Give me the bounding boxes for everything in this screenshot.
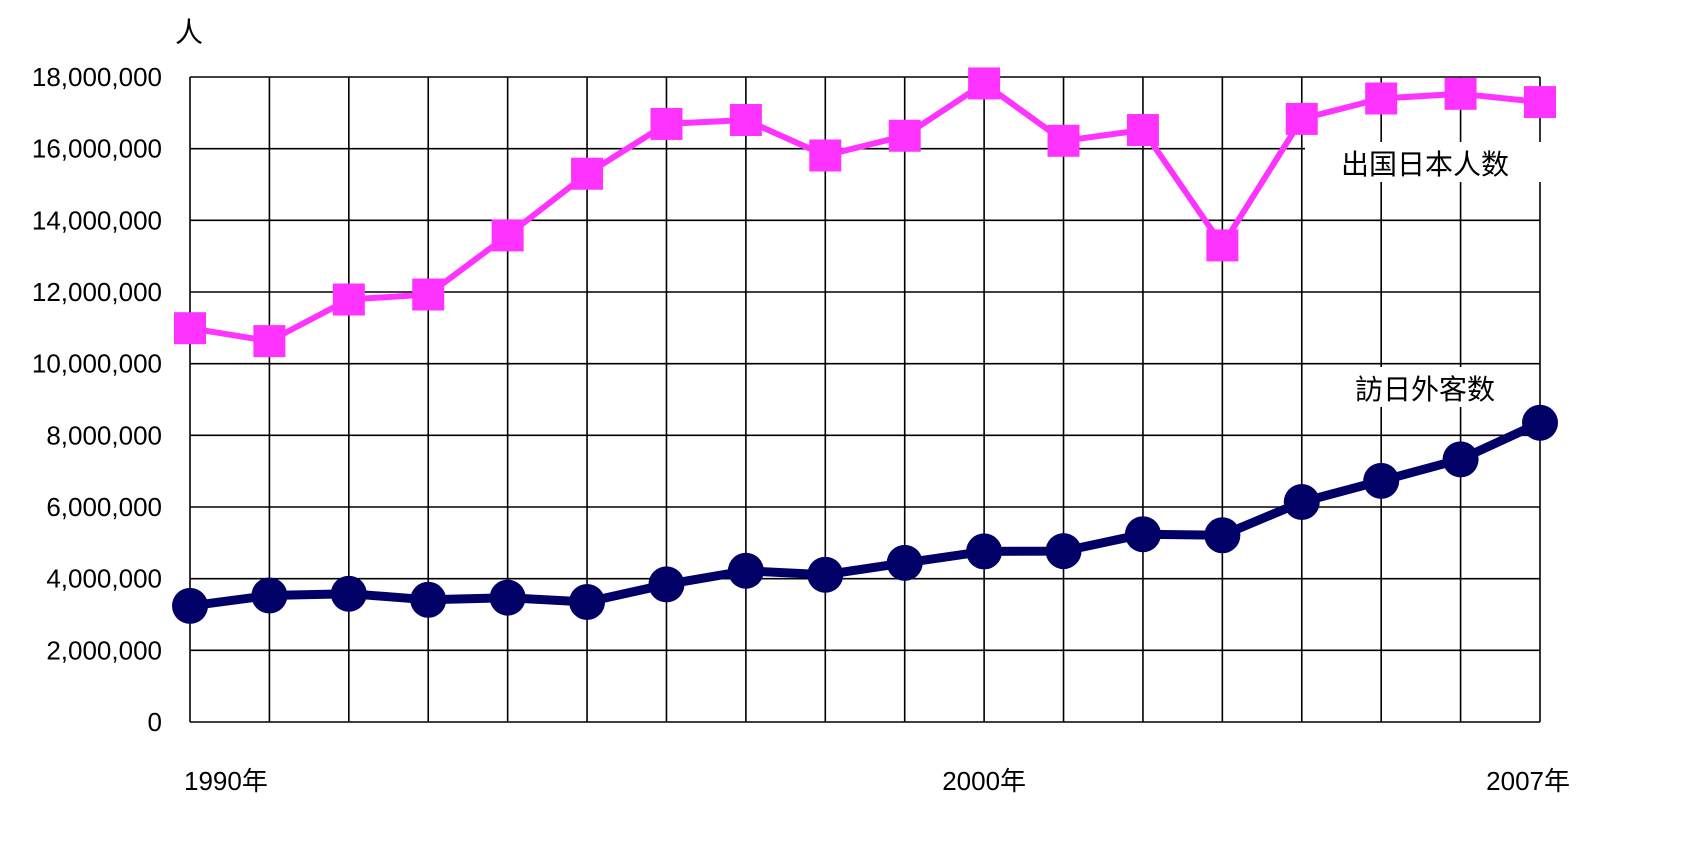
- data-point-circle: [1204, 517, 1241, 554]
- series-label: 出国日本人数: [1341, 148, 1509, 181]
- data-point-square: [332, 283, 365, 316]
- data-point-circle: [251, 577, 288, 614]
- data-point-circle: [1522, 404, 1558, 441]
- data-point-circle: [886, 544, 923, 581]
- y-axis-unit-label: 人: [175, 16, 203, 49]
- series-line: [189, 80, 1541, 345]
- data-point-square: [1206, 229, 1239, 262]
- data-point-square: [729, 104, 762, 136]
- data-point-circle: [1045, 533, 1082, 570]
- x-tick-label: 2007年: [1486, 766, 1570, 796]
- data-point-square: [888, 119, 921, 152]
- data-point-square: [650, 107, 683, 140]
- data-point-circle: [1442, 441, 1479, 478]
- data-point-square: [1444, 77, 1477, 110]
- series-layer: [172, 67, 1558, 624]
- y-tick-label: 4,000,000: [46, 564, 162, 594]
- y-tick-label: 14,000,000: [32, 205, 162, 235]
- data-point-square: [1126, 114, 1159, 147]
- y-tick-label: 12,000,000: [32, 277, 162, 307]
- data-point-circle: [966, 533, 1003, 570]
- series-label: 訪日外客数: [1355, 373, 1495, 406]
- data-point-circle: [330, 575, 367, 612]
- data-point-circle: [1363, 462, 1400, 499]
- y-tick-label: 8,000,000: [46, 420, 162, 450]
- data-point-circle: [1124, 516, 1161, 553]
- data-point-square: [968, 67, 1001, 100]
- data-point-circle: [727, 552, 764, 589]
- y-tick-label: 18,000,000: [32, 62, 162, 92]
- x-axis-tick-labels: 1990年 2000年 2007年: [184, 766, 1570, 796]
- data-point-square: [412, 278, 445, 311]
- data-point-square: [174, 312, 206, 345]
- data-point-square: [1285, 102, 1318, 135]
- series-label-background: [1305, 142, 1545, 182]
- data-point-square: [491, 219, 524, 252]
- data-point-circle: [1283, 483, 1320, 520]
- data-point-square: [571, 157, 604, 190]
- x-tick-label: 2000年: [942, 766, 1026, 796]
- data-point-circle: [410, 581, 447, 618]
- y-tick-label: 2,000,000: [46, 635, 162, 665]
- y-axis-tick-labels: 0 2,000,000 4,000,000 6,000,000 8,000,000 10,…: [32, 62, 162, 737]
- series-2: [172, 404, 1558, 624]
- x-tick-label: 1990年: [184, 766, 268, 796]
- y-tick-label: 0: [148, 707, 162, 737]
- data-point-square: [1524, 86, 1556, 119]
- data-point-circle: [569, 583, 606, 620]
- y-tick-label: 16,000,000: [32, 134, 162, 164]
- data-point-square: [1047, 124, 1080, 157]
- data-point-circle: [172, 587, 208, 624]
- data-point-circle: [489, 579, 526, 616]
- data-point-circle: [807, 556, 844, 593]
- y-tick-label: 6,000,000: [46, 492, 162, 522]
- data-point-square: [809, 139, 842, 172]
- y-tick-label: 10,000,000: [32, 349, 162, 379]
- series-label-background: [1325, 367, 1525, 407]
- series-1: [174, 67, 1556, 358]
- data-point-square: [253, 325, 286, 358]
- data-point-circle: [648, 566, 685, 603]
- data-point-square: [1365, 82, 1398, 115]
